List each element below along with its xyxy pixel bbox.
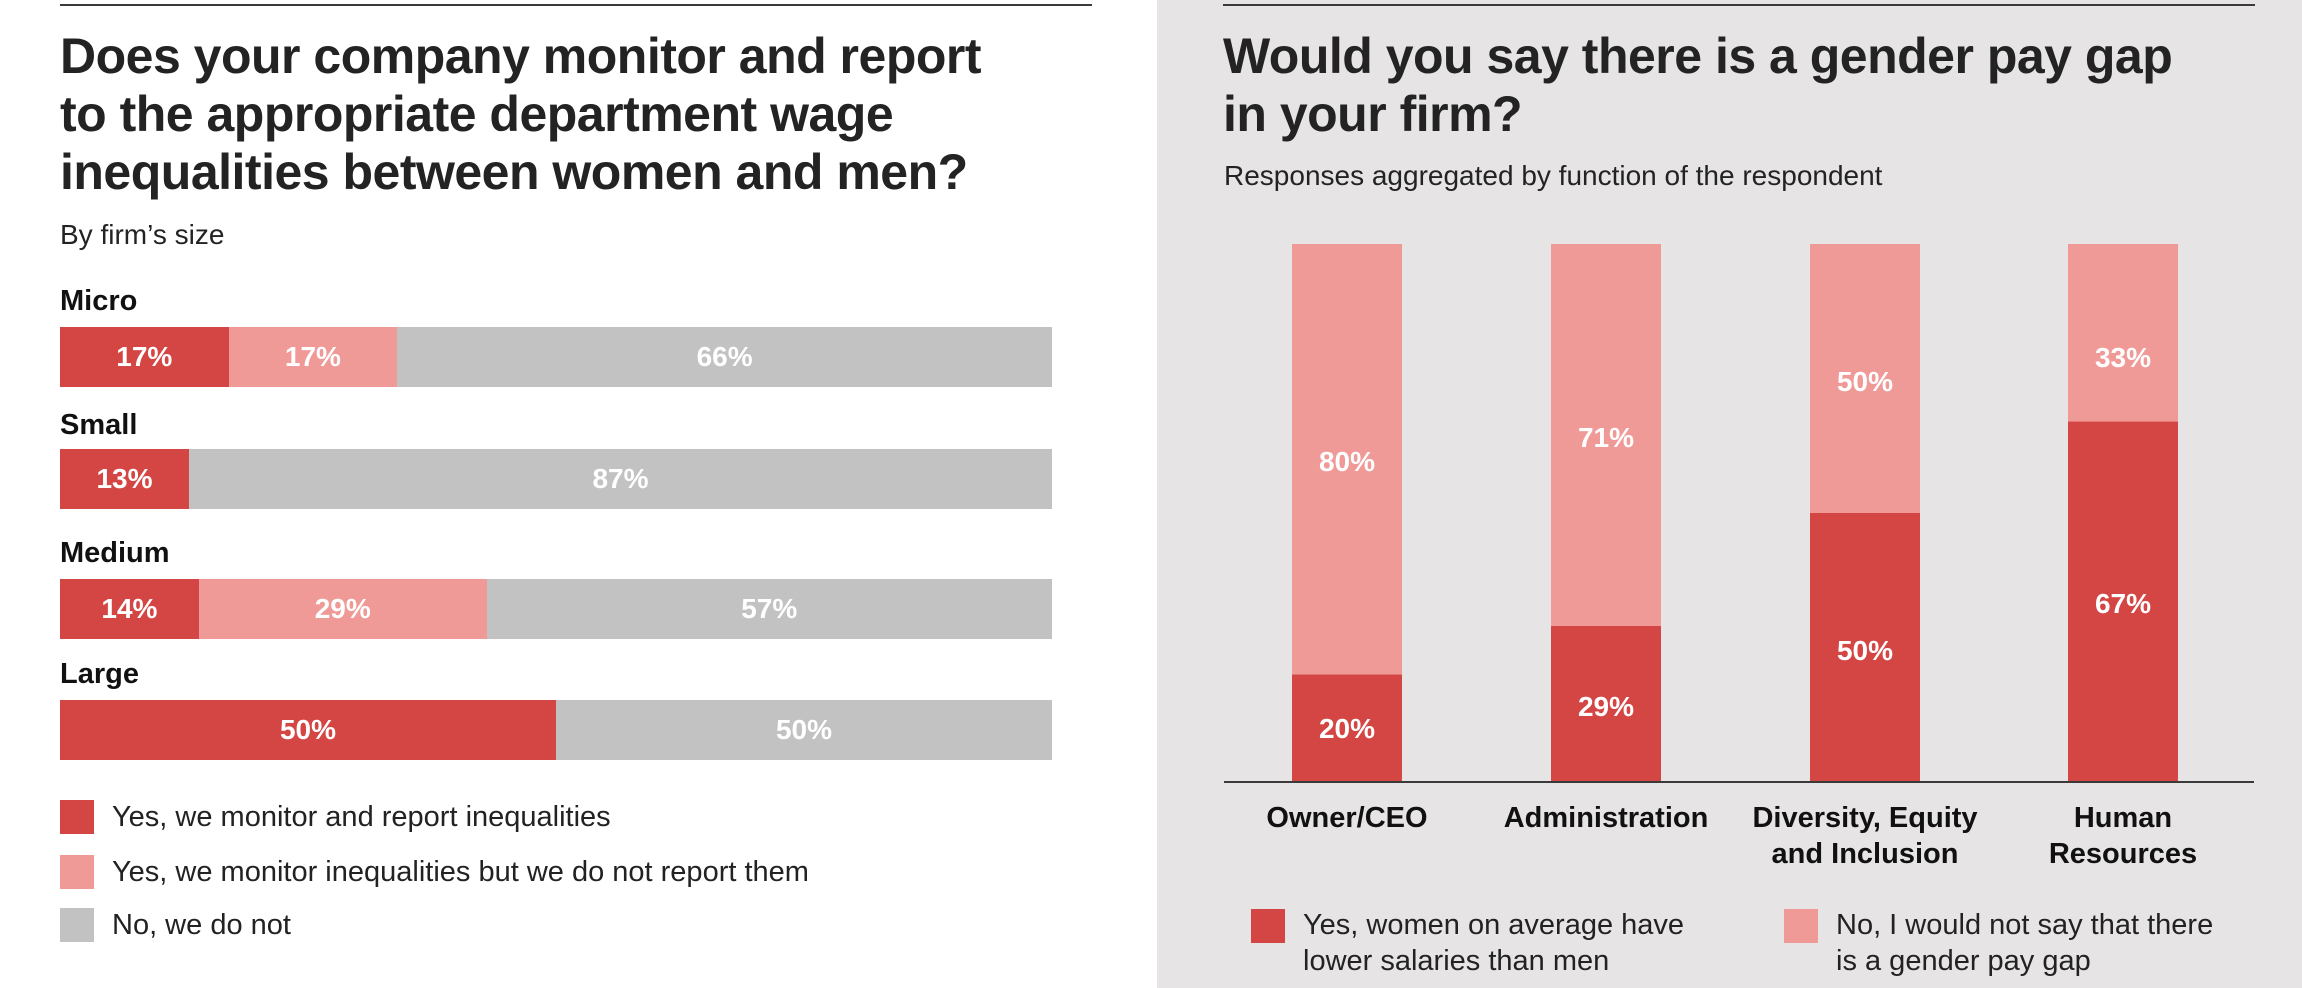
- data-label: 66%: [696, 341, 753, 372]
- bar-segment-administration-1: [1551, 244, 1661, 626]
- bar-group-label-medium: Medium: [60, 537, 170, 569]
- legend-item: No, we do not: [60, 905, 291, 945]
- bar-segment-micro-1: 17%: [228, 327, 398, 387]
- data-label: 17%: [116, 341, 173, 372]
- bar-segment-micro-2: 66%: [397, 327, 1052, 387]
- legend-label-line: lower salaries than men: [1303, 945, 1610, 977]
- bar-group-label-micro: Micro: [60, 285, 138, 317]
- stacked-bar-micro: 17% 17% 66%: [60, 327, 1052, 387]
- stacked-bar-large: 50% 50%: [60, 700, 1052, 760]
- legend-item: Yes, we monitor inequalities but we do n…: [60, 852, 809, 892]
- right-title-line: Would you say there is a gender pay gap: [1223, 28, 2173, 84]
- stacked-bar-small: 13% 87%: [60, 449, 1052, 509]
- category-label-owner-ceo: Owner/CEO: [1217, 800, 1477, 836]
- data-label: 14%: [101, 593, 158, 624]
- bar-segment-administration-0: [1551, 625, 1661, 782]
- category-label-line: Resources: [2048, 838, 2198, 870]
- bar-group-label-large: Large: [60, 658, 139, 690]
- right-chart-subtitle: Responses aggregated by function of the …: [1224, 160, 1883, 191]
- bar-segment-medium-1: 29%: [198, 579, 487, 639]
- left-panel: Does your company monitor and report to …: [60, 4, 1092, 945]
- data-label: 50%: [1837, 366, 1893, 397]
- legend-label-line: is a gender pay gap: [1836, 945, 2091, 977]
- bar-group-label-small: Small: [60, 409, 138, 441]
- bar-segment-diversity-equity-and-inclusion-0: [1810, 513, 1920, 782]
- legend-label-line: Yes, women on average have: [1303, 909, 1685, 941]
- category-label-line: Diversity, Equity: [1752, 802, 1978, 834]
- category-label-administration: Administration: [1476, 800, 1736, 836]
- bar-segment-micro-0: 17%: [60, 327, 229, 387]
- bar-segment-small-2: 87%: [188, 449, 1052, 509]
- right-title-line: in your firm?: [1223, 86, 1523, 142]
- right-chart-title: Would you say there is a gender pay gap …: [1223, 27, 2173, 143]
- left-chart-subtitle: By firm’s size: [60, 219, 225, 250]
- category-label-line: Owner/CEO: [1266, 802, 1428, 834]
- legend-label: Yes, we monitor and report inequalities: [112, 800, 611, 833]
- legend-swatch: [1784, 909, 1818, 943]
- legend-label: No, we do not: [112, 908, 291, 941]
- bar-segment-owner-ceo-0: [1292, 674, 1402, 782]
- category-label-line: and Inclusion: [1771, 838, 1959, 870]
- bar-segment-diversity-equity-and-inclusion-1: [1810, 244, 1920, 513]
- data-label: 17%: [284, 341, 341, 372]
- bar-segment-human-resources-0: [2068, 421, 2178, 782]
- category-label-line: Human: [2073, 802, 2173, 834]
- bar-segment-owner-ceo-1: [1292, 244, 1402, 675]
- legend-item: Yes, women on average have lower salaries…: [1251, 907, 1684, 979]
- legend-label-line: No, I would not say that there: [1836, 909, 2214, 941]
- data-label: 50%: [775, 714, 833, 745]
- legend-swatch: [1251, 909, 1285, 943]
- data-label: 71%: [1578, 422, 1634, 453]
- top-rule: [1223, 4, 2255, 6]
- data-label: 13%: [96, 463, 153, 494]
- bar-segment-large-0: 50%: [60, 700, 556, 760]
- legend-item: Yes, we monitor and report inequalities: [60, 797, 611, 837]
- category-label-diversity-equity-and-inclusion: Diversity, Equity and Inclusion: [1735, 800, 1995, 872]
- data-label: 33%: [2095, 342, 2151, 373]
- bar-segment-medium-2: 57%: [486, 579, 1052, 639]
- data-label: 67%: [2095, 588, 2151, 619]
- left-title-line: to the appropriate department wage: [60, 86, 894, 142]
- category-label-human-resources: Human Resources: [1993, 800, 2253, 872]
- data-label: 57%: [741, 593, 798, 624]
- left-chart-title: Does your company monitor and report to …: [60, 27, 982, 201]
- legend-item: No, I would not say that there is a gende…: [1784, 907, 2213, 979]
- data-label: 50%: [279, 714, 337, 745]
- data-label: 80%: [1319, 446, 1375, 477]
- legend-swatch: [60, 855, 94, 889]
- legend-swatch: [60, 800, 94, 834]
- legend-label: Yes, we monitor inequalities but we do n…: [112, 855, 809, 888]
- legend-label: No, I would not say that there is a gende…: [1836, 907, 2213, 979]
- left-title-line: Does your company monitor and report: [60, 28, 982, 84]
- right-panel: Would you say there is a gender pay gap …: [1157, 0, 2302, 988]
- top-rule: [60, 4, 1092, 6]
- data-label: 87%: [592, 463, 649, 494]
- bar-segment-large-2: 50%: [556, 700, 1052, 760]
- bar-segment-small-0: 13%: [60, 449, 189, 509]
- left-title-line: inequalities between women and men?: [60, 144, 968, 200]
- bar-segment-human-resources-1: [2068, 244, 2178, 422]
- legend-label: Yes, women on average have lower salaries…: [1303, 907, 1684, 979]
- vertical-bar-svg: 20% 80% 29% 71% 50% 50% 67% 33%: [1224, 244, 2254, 783]
- data-label: 29%: [314, 593, 371, 624]
- data-label: 50%: [1837, 635, 1893, 666]
- data-label: 29%: [1578, 691, 1634, 722]
- legend-swatch: [60, 908, 94, 942]
- category-label-line: Administration: [1503, 802, 1709, 834]
- data-label: 20%: [1319, 713, 1375, 744]
- stacked-bar-medium: 14% 29% 57%: [60, 579, 1052, 639]
- bar-segment-medium-0: 14%: [60, 579, 199, 639]
